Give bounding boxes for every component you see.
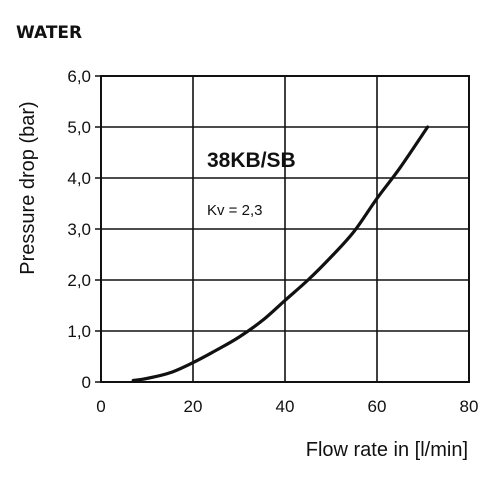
annotation-model: 38KB/SB [207,149,296,172]
series-line-38kb-sb [131,125,430,383]
y-tick-label: 1,0 [67,322,91,341]
x-tick-label: 0 [96,397,105,416]
x-axis-label: Flow rate in [l/min] [306,439,468,461]
y-tick-label: 6,0 [67,67,91,86]
y-tick-label: 3,0 [67,220,91,239]
y-tick-label: 2,0 [67,271,91,290]
x-tick-label: 20 [184,397,203,416]
grid-lines [95,75,470,383]
y-axis-label: Pressure drop (bar) [17,101,39,274]
x-tick-label: 60 [368,397,387,416]
y-tick-label: 5,0 [67,118,91,137]
annotation-kv: Kv = 2,3 [207,202,262,219]
x-tick-label: 40 [276,397,295,416]
chart-heading: WATER [16,23,82,43]
x-tick-label: 80 [460,397,479,416]
y-tick-label: 0 [82,373,91,392]
plot-frame [100,75,470,383]
y-tick-label: 4,0 [67,169,91,188]
tick-labels: 0 1,0 2,0 3,0 4,0 5,0 6,0 0 20 40 60 80 [67,67,478,416]
